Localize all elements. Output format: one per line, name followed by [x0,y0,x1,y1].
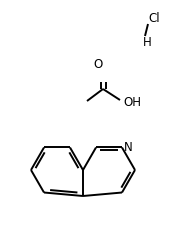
Text: N: N [124,141,133,154]
Text: OH: OH [123,96,141,109]
Text: H: H [143,36,152,48]
Text: O: O [93,58,103,71]
Text: Cl: Cl [148,12,160,24]
